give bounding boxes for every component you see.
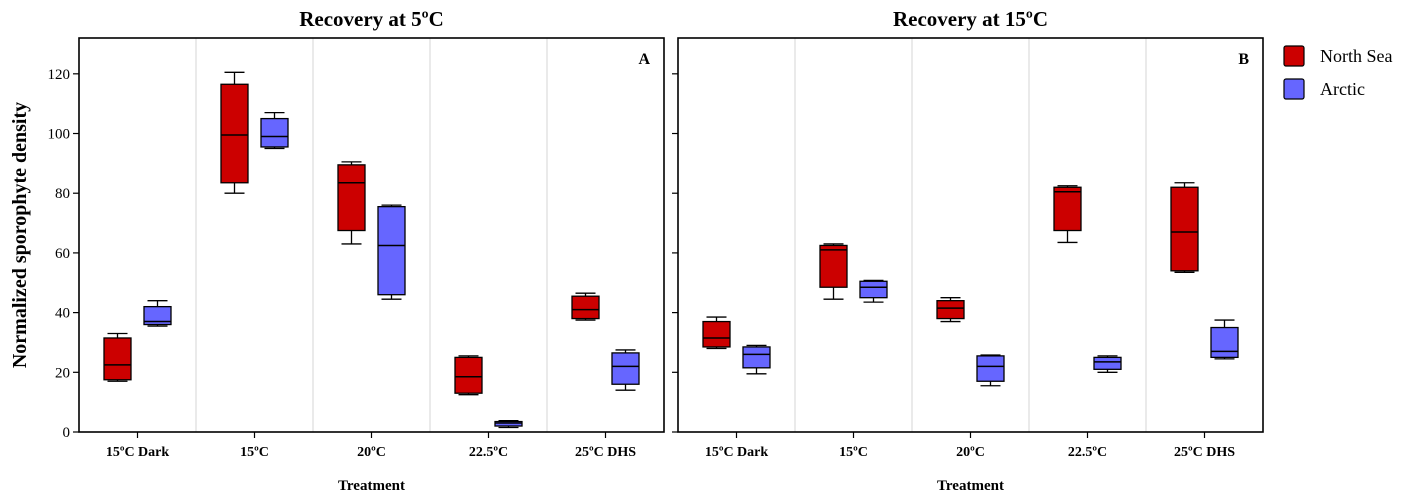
box-iqr xyxy=(819,244,848,288)
x-tick-label: 22.5ºC xyxy=(469,445,508,460)
box-iqr xyxy=(936,300,965,320)
y-tick-label: 60 xyxy=(55,246,70,262)
box-north-sea xyxy=(337,161,366,245)
box-iqr xyxy=(742,346,771,369)
box-arctic xyxy=(377,204,406,300)
box-iqr xyxy=(571,295,600,320)
box-north-sea xyxy=(1053,185,1082,244)
panel-b: Recovery at 15ºC B 15ºC Dark 15ºC 20ºC 22.5ºC… xyxy=(672,7,1264,494)
legend-swatch xyxy=(1283,78,1305,100)
x-tick-label: 20ºC xyxy=(357,445,386,460)
box-iqr xyxy=(611,352,640,385)
box-arctic xyxy=(611,349,640,391)
box-iqr xyxy=(859,280,888,299)
y-tick-label: 0 xyxy=(63,425,71,441)
plot-frame xyxy=(78,37,665,433)
y-tick-label: 120 xyxy=(48,67,71,83)
box-north-sea xyxy=(1170,182,1199,273)
x-tick-label: 15ºC Dark xyxy=(106,445,170,460)
panel-letter: A xyxy=(638,51,650,68)
box-iqr xyxy=(1210,326,1239,359)
x-tick-label: 25ºC DHS xyxy=(1174,445,1235,460)
box-arctic xyxy=(976,354,1005,387)
box-north-sea xyxy=(702,316,731,350)
box-arctic xyxy=(494,420,523,429)
box-north-sea xyxy=(220,71,249,194)
box-arctic xyxy=(1093,355,1122,373)
y-tick-label: 80 xyxy=(55,186,70,202)
x-tick-label: 22.5ºC xyxy=(1068,445,1107,460)
x-axis-label: Treatment xyxy=(338,478,405,494)
box-arctic xyxy=(143,300,172,327)
x-tick-label: 15ºC xyxy=(240,445,269,460)
box-iqr xyxy=(220,83,249,184)
legend: North Sea Arctic xyxy=(1283,45,1392,100)
x-tick-label: 25ºC DHS xyxy=(575,445,636,460)
y-axis-label: Normalized sporophyte density xyxy=(9,102,31,368)
y-tick-label: 40 xyxy=(55,306,70,322)
panel-a: Recovery at 5ºC 0 20 40 60 80 100 120 A 15ºC Dark… xyxy=(48,7,665,494)
panel-title: Recovery at 5ºC xyxy=(299,7,444,31)
y-tick-label: 100 xyxy=(48,127,71,143)
x-tick-label: 15ºC xyxy=(839,445,868,460)
y-tick-label: 20 xyxy=(55,365,70,381)
box-iqr xyxy=(260,117,289,148)
box-iqr xyxy=(103,337,132,381)
box-iqr xyxy=(702,320,731,348)
x-tick-label: 15ºC Dark xyxy=(705,445,769,460)
box-iqr xyxy=(1093,356,1122,370)
box-north-sea xyxy=(571,292,600,321)
box-iqr xyxy=(143,305,172,326)
x-tick-label: 20ºC xyxy=(956,445,985,460)
legend-label: Arctic xyxy=(1320,79,1365,99)
panel-title: Recovery at 15ºC xyxy=(893,7,1048,31)
x-axis-label: Treatment xyxy=(937,478,1004,494)
box-north-sea xyxy=(819,243,848,300)
box-north-sea xyxy=(103,332,132,382)
box-iqr xyxy=(976,355,1005,382)
box-arctic xyxy=(859,279,888,303)
box-iqr xyxy=(454,356,483,394)
legend-label: North Sea xyxy=(1320,46,1392,66)
box-north-sea xyxy=(454,355,483,396)
box-arctic xyxy=(742,344,771,375)
box-iqr xyxy=(377,205,406,296)
panel-letter: B xyxy=(1238,51,1249,68)
box-arctic xyxy=(260,111,289,150)
box-iqr xyxy=(1053,186,1082,232)
box-iqr xyxy=(1170,186,1199,272)
box-north-sea xyxy=(936,297,965,323)
legend-swatch xyxy=(1283,45,1305,67)
box-arctic xyxy=(1210,319,1239,360)
box-iqr xyxy=(337,164,366,232)
